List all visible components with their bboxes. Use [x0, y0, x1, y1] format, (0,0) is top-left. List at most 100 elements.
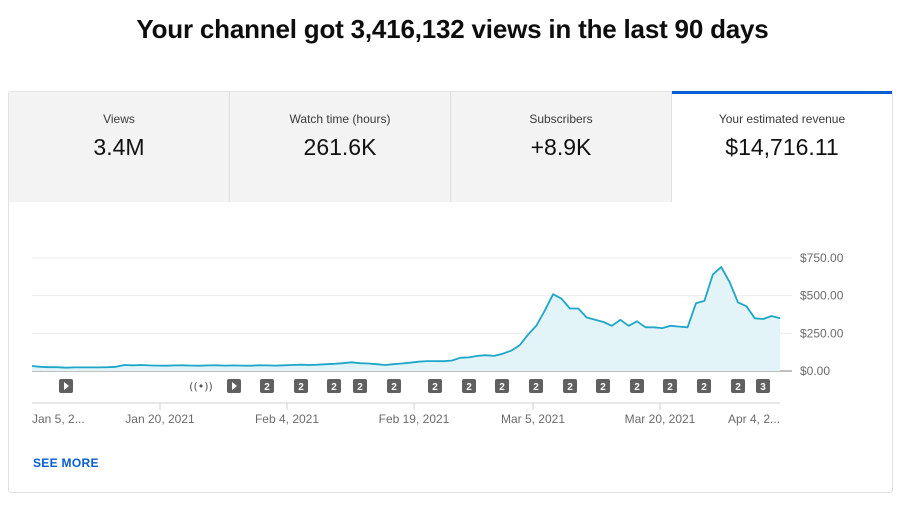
data-point[interactable] [709, 271, 717, 279]
data-point[interactable] [230, 361, 238, 369]
multiple-videos-marker[interactable] [697, 379, 711, 393]
data-point[interactable] [490, 352, 498, 360]
data-point[interactable] [28, 362, 36, 370]
data-point[interactable] [280, 361, 288, 369]
data-point[interactable] [557, 295, 565, 303]
data-point[interactable] [574, 304, 582, 312]
data-point[interactable] [154, 362, 162, 370]
data-point[interactable] [734, 298, 742, 306]
data-point[interactable] [238, 362, 246, 370]
data-point[interactable] [768, 312, 776, 320]
data-point[interactable] [633, 317, 641, 325]
data-point[interactable] [87, 363, 95, 371]
data-point[interactable] [331, 360, 339, 368]
multiple-videos-marker[interactable] [596, 379, 610, 393]
data-point[interactable] [347, 358, 355, 366]
data-point[interactable] [625, 322, 633, 330]
data-point[interactable] [162, 362, 170, 370]
data-point[interactable] [440, 357, 448, 365]
data-point[interactable] [583, 314, 591, 322]
data-point[interactable] [650, 323, 658, 331]
data-point[interactable] [658, 324, 666, 332]
data-point[interactable] [322, 360, 330, 368]
data-point[interactable] [608, 322, 616, 330]
data-point[interactable] [146, 361, 154, 369]
data-point[interactable] [289, 361, 297, 369]
tab-views[interactable]: Views 3.4M [9, 92, 230, 202]
data-point[interactable] [129, 361, 137, 369]
data-point[interactable] [566, 304, 574, 312]
data-point[interactable] [204, 361, 212, 369]
data-point[interactable] [549, 290, 557, 298]
multiple-videos-marker[interactable] [428, 379, 442, 393]
data-point[interactable] [104, 363, 112, 371]
data-point[interactable] [179, 361, 187, 369]
multiple-videos-marker[interactable] [260, 379, 274, 393]
data-point[interactable] [684, 323, 692, 331]
data-point[interactable] [305, 361, 313, 369]
data-point[interactable] [247, 362, 255, 370]
multiple-videos-marker[interactable] [563, 379, 577, 393]
multiple-videos-marker[interactable] [731, 379, 745, 393]
data-point[interactable] [272, 362, 280, 370]
data-point[interactable] [137, 361, 145, 369]
data-point[interactable] [423, 357, 431, 365]
data-point[interactable] [642, 323, 650, 331]
data-point[interactable] [36, 363, 44, 371]
data-point[interactable] [473, 352, 481, 360]
data-point[interactable] [600, 318, 608, 326]
data-point[interactable] [742, 302, 750, 310]
data-point[interactable] [389, 360, 397, 368]
data-point[interactable] [457, 354, 465, 362]
data-point[interactable] [482, 351, 490, 359]
data-point[interactable] [213, 361, 221, 369]
data-point[interactable] [667, 322, 675, 330]
data-point[interactable] [356, 359, 364, 367]
data-point[interactable] [171, 361, 179, 369]
data-point[interactable] [314, 361, 322, 369]
multiple-videos-marker[interactable] [294, 379, 308, 393]
multiple-videos-marker[interactable] [387, 379, 401, 393]
data-point[interactable] [616, 316, 624, 324]
data-point[interactable] [188, 362, 196, 370]
multiple-videos-marker[interactable] [663, 379, 677, 393]
data-point[interactable] [95, 363, 103, 371]
multiple-videos-marker[interactable] [353, 379, 367, 393]
data-point[interactable] [726, 278, 734, 286]
data-point[interactable] [120, 361, 128, 369]
multiple-videos-marker[interactable] [756, 379, 770, 393]
data-point[interactable] [776, 314, 784, 322]
data-point[interactable] [751, 314, 759, 322]
data-point[interactable] [541, 307, 549, 315]
tab-estimated-revenue[interactable]: Your estimated revenue $14,716.11 [672, 91, 892, 202]
data-point[interactable] [759, 315, 767, 323]
data-point[interactable] [717, 263, 725, 271]
tab-subscribers[interactable]: Subscribers +8.9K [451, 92, 672, 202]
data-point[interactable] [448, 356, 456, 364]
data-point[interactable] [499, 350, 507, 358]
data-point[interactable] [398, 359, 406, 367]
data-point[interactable] [692, 299, 700, 307]
data-point[interactable] [381, 361, 389, 369]
see-more-link[interactable]: SEE MORE [33, 456, 99, 470]
data-point[interactable] [591, 316, 599, 324]
data-point[interactable] [339, 359, 347, 367]
tab-watch-time[interactable]: Watch time (hours) 261.6K [230, 92, 451, 202]
data-point[interactable] [532, 322, 540, 330]
data-point[interactable] [524, 331, 532, 339]
data-point[interactable] [431, 357, 439, 365]
data-point[interactable] [53, 363, 61, 371]
data-point[interactable] [406, 359, 414, 367]
data-point[interactable] [515, 341, 523, 349]
data-point[interactable] [507, 347, 515, 355]
data-point[interactable] [196, 362, 204, 370]
data-point[interactable] [675, 323, 683, 331]
data-point[interactable] [364, 359, 372, 367]
data-point[interactable] [62, 364, 70, 372]
multiple-videos-marker[interactable] [462, 379, 476, 393]
data-point[interactable] [45, 363, 53, 371]
live-stream-icon[interactable]: ((•)) [189, 380, 213, 393]
multiple-videos-marker[interactable] [529, 379, 543, 393]
multiple-videos-marker[interactable] [327, 379, 341, 393]
data-point[interactable] [221, 362, 229, 370]
